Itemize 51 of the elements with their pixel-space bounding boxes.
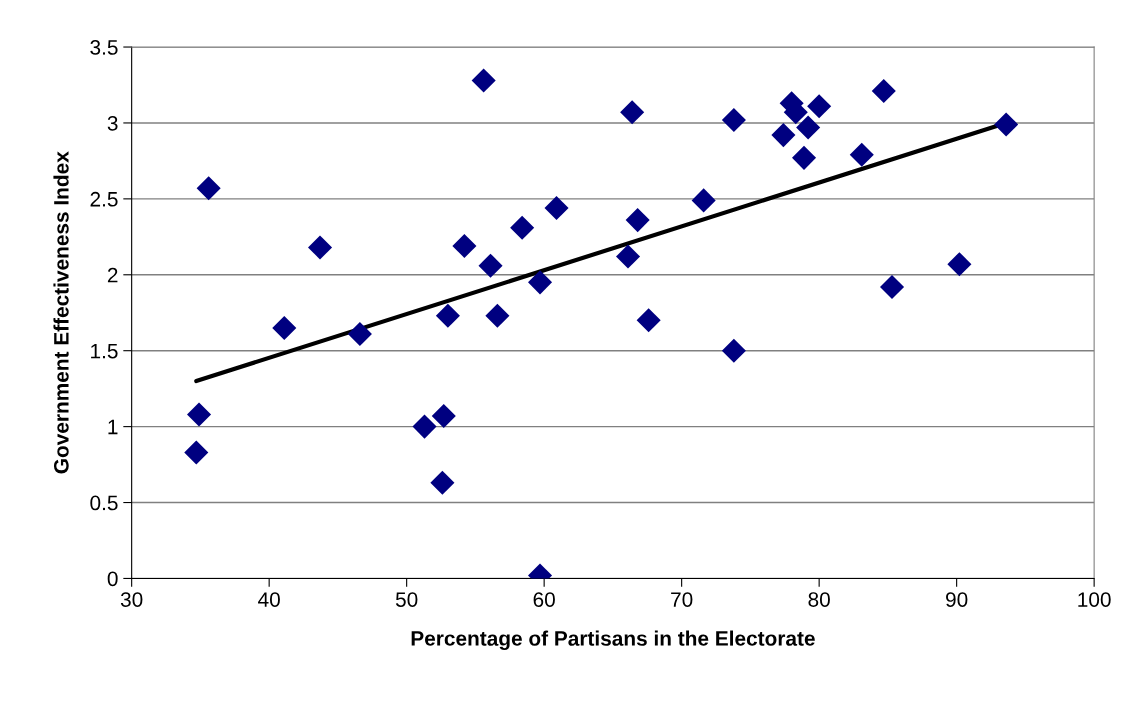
point xyxy=(879,274,905,299)
x-tick-label: 80 xyxy=(808,592,830,607)
point xyxy=(871,79,896,104)
point xyxy=(721,107,746,132)
point xyxy=(994,112,1019,137)
y-tick-label: 1.5 xyxy=(91,343,118,359)
point xyxy=(196,176,221,201)
point xyxy=(796,115,821,140)
point xyxy=(528,270,553,295)
x-tick-label: 60 xyxy=(533,592,555,607)
point xyxy=(430,470,455,495)
point xyxy=(308,235,333,260)
point xyxy=(510,215,535,240)
point xyxy=(616,244,641,269)
x-tick-label: 100 xyxy=(1078,592,1111,607)
point xyxy=(471,68,496,93)
point xyxy=(849,142,874,167)
point xyxy=(807,94,832,119)
point xyxy=(272,315,297,340)
y-tick-label: 3 xyxy=(107,115,118,131)
y-tick-label: 3.5 xyxy=(90,40,118,55)
y-tick-label: 0 xyxy=(107,571,118,587)
y-tick-label: 2 xyxy=(107,267,118,283)
point xyxy=(691,188,716,213)
x-tick-label: 30 xyxy=(120,592,143,607)
point xyxy=(791,145,817,170)
point xyxy=(721,338,746,363)
x-tick-label: 90 xyxy=(946,592,968,607)
point xyxy=(184,440,209,465)
point xyxy=(412,414,437,439)
x-tick-label: 40 xyxy=(258,592,280,607)
point xyxy=(485,303,510,328)
y-axis-title: Government Effectiveness Index xyxy=(53,151,69,474)
point xyxy=(636,308,661,333)
point xyxy=(452,233,477,258)
point xyxy=(620,100,645,125)
x-axis-title: Percentage of Partisans in the Electorate xyxy=(411,630,815,651)
point xyxy=(771,123,796,148)
point xyxy=(435,303,460,328)
point xyxy=(431,403,456,429)
x-tick-label: 70 xyxy=(671,592,693,607)
y-tick-label: 0.5 xyxy=(90,495,118,511)
point xyxy=(478,253,503,278)
x-tick-label: 50 xyxy=(395,592,418,607)
point xyxy=(625,208,650,233)
point xyxy=(187,402,212,427)
point xyxy=(347,321,372,347)
y-tick-label: 2.5 xyxy=(90,191,118,207)
point xyxy=(947,252,972,277)
point xyxy=(544,195,569,220)
y-tick-label: 1 xyxy=(108,419,118,435)
